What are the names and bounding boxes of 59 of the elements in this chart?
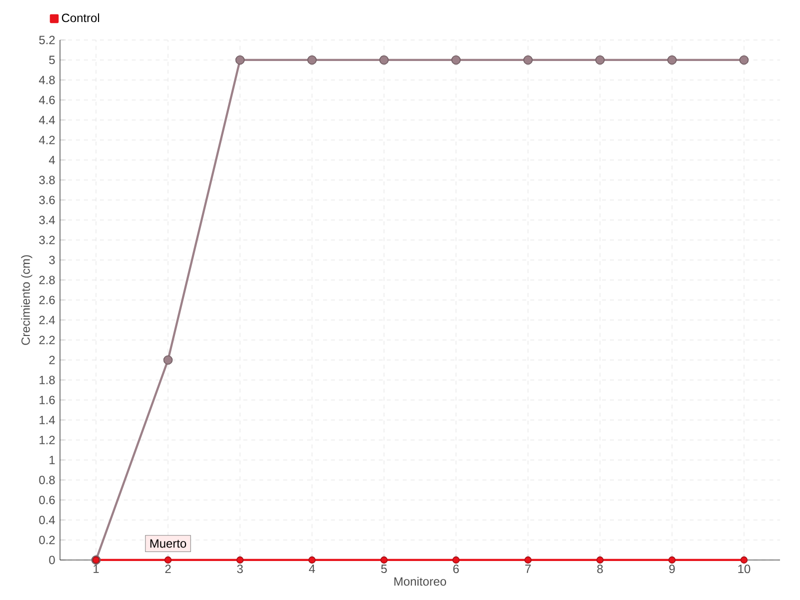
y-tick-label: 0.8	[39, 476, 55, 484]
point	[739, 55, 749, 65]
y-tick-label: 2.2	[39, 336, 55, 344]
y-tick-label: 1	[50, 456, 55, 464]
y-tick-label: 1.6	[40, 396, 55, 404]
y-tick-label: 2	[49, 356, 55, 364]
point	[523, 55, 533, 65]
point	[307, 55, 317, 65]
point	[164, 556, 172, 564]
x-tick-label: 1	[94, 564, 99, 573]
y-tick-label: 3.4	[39, 216, 55, 224]
x-tick-label: 3	[237, 564, 243, 574]
y-tick-label: 3.8	[39, 176, 55, 184]
legend-label: Control	[62, 13, 100, 22]
y-tick-label: 2.6	[39, 296, 55, 304]
y-tick-label: 5.2	[39, 36, 55, 44]
point	[524, 556, 532, 564]
x-tick-label: 8	[597, 564, 603, 574]
y-tick-label: 4.2	[38, 136, 55, 144]
point	[667, 55, 677, 65]
point	[379, 55, 389, 65]
y-tick-label: 3.2	[39, 236, 55, 244]
y-tick-label: 0.4	[39, 516, 55, 524]
y-tick-label: 1.2	[40, 436, 55, 444]
x-tick-label: 5	[381, 564, 387, 574]
x-tick-label: 7	[525, 564, 531, 573]
y-tick-label: 1.4	[40, 416, 55, 424]
x-tick-label: 10	[738, 564, 750, 574]
point	[308, 556, 316, 564]
point	[668, 556, 676, 564]
point	[236, 556, 244, 564]
point	[595, 55, 605, 65]
point	[163, 355, 173, 365]
point	[740, 556, 748, 564]
point	[596, 556, 604, 564]
point	[452, 556, 460, 564]
x-tick-label: 2	[165, 564, 171, 574]
y-tick-label: 2.4	[39, 316, 55, 324]
x-axis-title: Monitoreo	[394, 576, 446, 586]
point	[380, 556, 388, 564]
annotation: Muerto	[150, 539, 186, 548]
y-tick-label: 1.8	[40, 376, 55, 384]
y-tick-label: 4.6	[38, 96, 55, 104]
y-tick-label: 0	[49, 556, 55, 564]
y-tick-label: 4.4	[38, 116, 55, 124]
y-axis-title: Crecimiento (cm)	[21, 255, 32, 345]
x-tick-label: 4	[308, 564, 315, 573]
y-tick-label: 5	[49, 56, 55, 64]
y-tick-label: 4	[48, 156, 55, 164]
y-tick-label: 3.6	[39, 196, 55, 204]
y-tick-label: 0.2	[39, 536, 55, 544]
x-tick-label: 9	[669, 564, 675, 574]
point	[451, 55, 461, 65]
y-tick-label: 4.8	[38, 76, 55, 84]
y-tick-label: 2.8	[39, 276, 55, 284]
y-tick-label: 0.6	[39, 496, 55, 504]
point	[235, 55, 245, 65]
x-tick-label: 6	[453, 564, 459, 574]
y-tick-label: 3	[49, 256, 55, 264]
